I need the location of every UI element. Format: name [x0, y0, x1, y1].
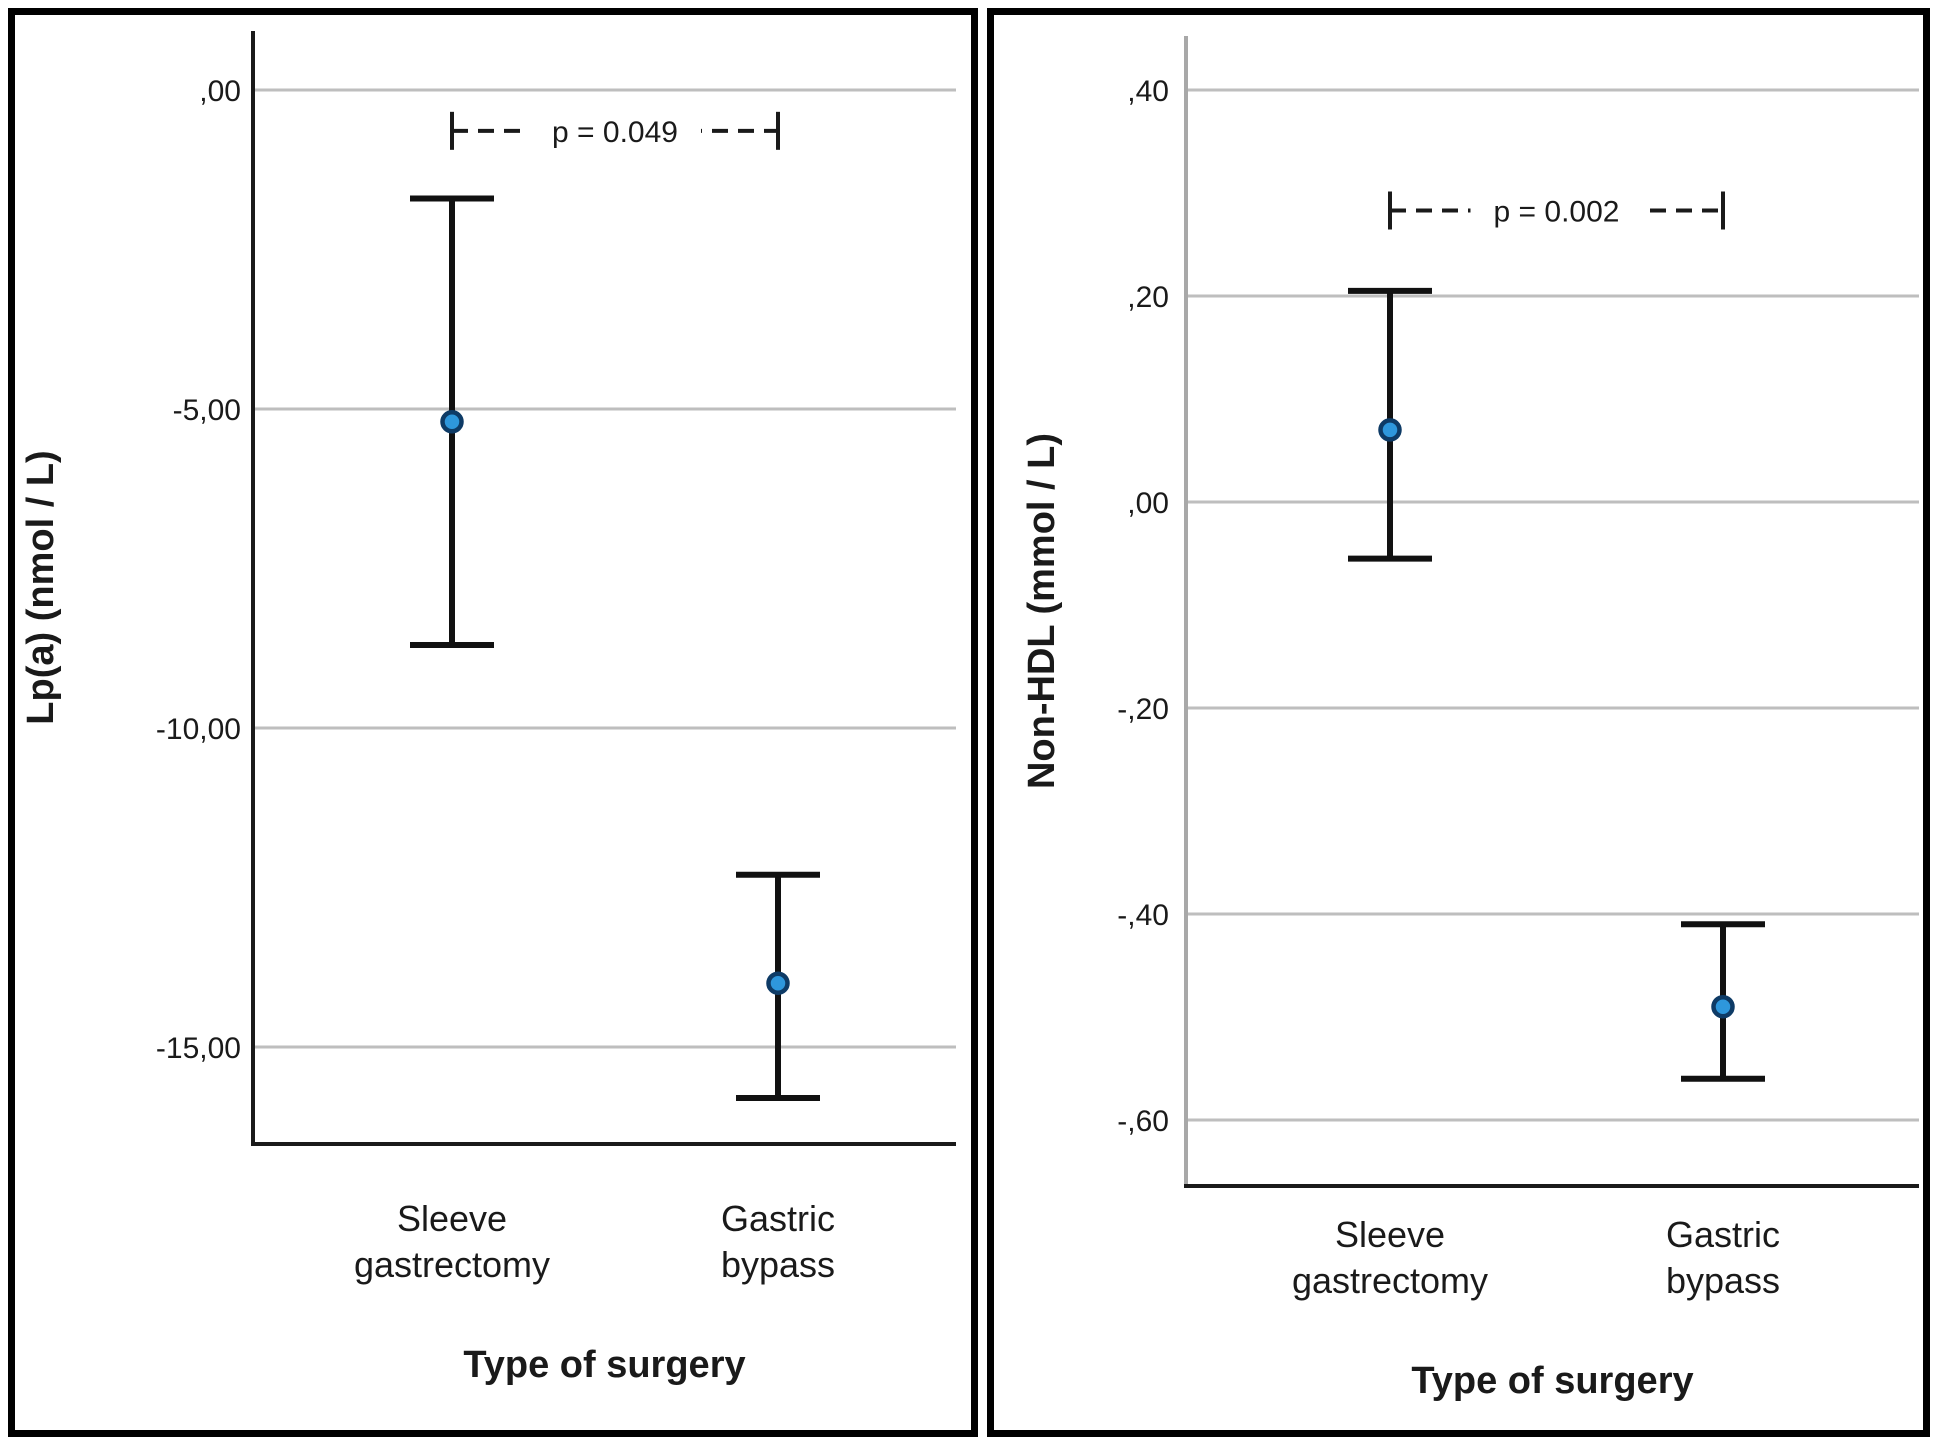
- category-label: Gastric bypass: [1666, 1214, 1780, 1301]
- category-label: Sleeve gastrectomy: [1292, 1214, 1488, 1301]
- p-annotation-text: p = 0.049: [552, 116, 678, 149]
- y-tick-label: -,20: [1117, 693, 1169, 726]
- mean-point: [1711, 994, 1735, 1019]
- category-label: Sleeve gastrectomy: [354, 1198, 550, 1285]
- left-chart-panel: ,00 -5,00 -10,00 -15,00 p = 0.049 Sleeve gastr…: [8, 8, 978, 1437]
- p-annotation-text: p = 0.002: [1494, 196, 1620, 229]
- errorbar-chart: ,40 ,20 ,00 -,20 -,40 -,60 p = 0.002 Sleeve gast…: [1021, 36, 1919, 1402]
- y-tick-label: -,60: [1117, 1105, 1169, 1138]
- x-axis-title: Type of surgery: [1411, 1360, 1693, 1402]
- y-axis-title: Non-HDL (mmol / L): [1021, 433, 1063, 789]
- p-annotation-text-background: [529, 108, 701, 153]
- y-tick-label: -5,00: [173, 394, 241, 427]
- p-annotation-text-background: [1470, 188, 1643, 233]
- x-axis-title: Type of surgery: [463, 1344, 745, 1386]
- y-tick-label: -15,00: [156, 1032, 241, 1065]
- y-tick-label: ,20: [1127, 281, 1169, 314]
- y-tick-label: -10,00: [156, 713, 241, 746]
- errorbar-chart: ,00 -5,00 -10,00 -15,00 p = 0.049 Sleeve gastr…: [20, 31, 956, 1386]
- y-tick-label: ,00: [199, 75, 241, 108]
- mean-point: [1378, 418, 1402, 442]
- right-chart-panel: ,40 ,20 ,00 -,20 -,40 -,60 p = 0.002 Sleeve gast…: [987, 8, 1930, 1437]
- category-label: Gastric bypass: [721, 1198, 835, 1285]
- mean-point: [440, 410, 464, 434]
- y-tick-label: ,40: [1127, 75, 1169, 108]
- y-tick-label: -,40: [1117, 899, 1169, 932]
- y-tick-label: ,00: [1127, 487, 1169, 520]
- mean-point: [766, 971, 790, 995]
- y-axis-title: Lp(a) (nmol / L): [20, 450, 62, 724]
